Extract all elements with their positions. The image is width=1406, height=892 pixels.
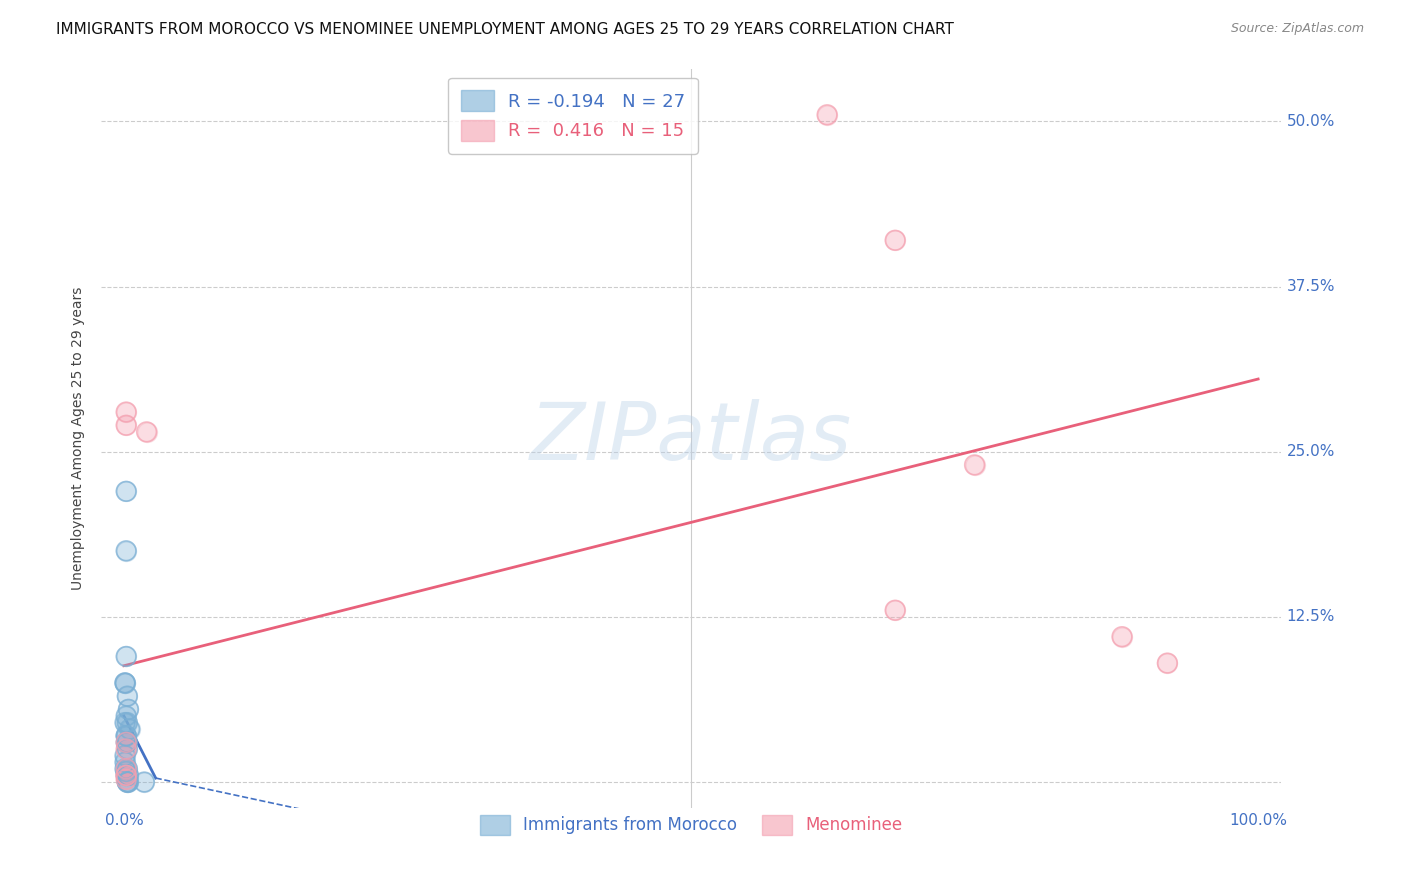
Point <box>117 702 139 716</box>
Point <box>815 108 838 122</box>
Point <box>117 768 139 782</box>
Point <box>115 768 138 782</box>
Point <box>115 709 138 723</box>
Point <box>884 233 907 247</box>
Text: Source: ZipAtlas.com: Source: ZipAtlas.com <box>1230 22 1364 36</box>
Point <box>115 768 138 782</box>
Point <box>134 775 156 789</box>
Point <box>115 729 138 743</box>
Point <box>115 729 138 743</box>
Point <box>114 676 136 690</box>
Point <box>115 729 138 743</box>
Point <box>115 742 138 756</box>
Point <box>884 603 907 617</box>
Text: 37.5%: 37.5% <box>1286 279 1336 294</box>
Point <box>115 543 138 558</box>
Point <box>115 649 138 664</box>
Point <box>115 742 138 756</box>
Point <box>117 742 139 756</box>
Point <box>115 405 138 419</box>
Point <box>117 775 139 789</box>
Point <box>114 715 136 730</box>
Point <box>115 484 138 499</box>
Point <box>115 768 138 782</box>
Point <box>115 735 138 749</box>
Point <box>1111 630 1133 644</box>
Text: ZIPatlas: ZIPatlas <box>530 400 852 477</box>
Point <box>117 762 139 776</box>
Point <box>963 458 986 472</box>
Point <box>117 702 139 716</box>
Point <box>115 762 138 776</box>
Point <box>117 715 139 730</box>
Point <box>884 233 907 247</box>
Point <box>115 735 138 749</box>
Point <box>884 603 907 617</box>
Point <box>1156 656 1178 670</box>
Point <box>117 775 139 789</box>
Point <box>117 762 139 776</box>
Point <box>117 775 139 789</box>
Point <box>115 405 138 419</box>
Point <box>117 689 139 703</box>
Point <box>114 762 136 776</box>
Point <box>115 484 138 499</box>
Point <box>115 418 138 433</box>
Point <box>117 742 139 756</box>
Point <box>115 649 138 664</box>
Text: 50.0%: 50.0% <box>1286 114 1336 128</box>
Text: IMMIGRANTS FROM MOROCCO VS MENOMINEE UNEMPLOYMENT AMONG AGES 25 TO 29 YEARS CORR: IMMIGRANTS FROM MOROCCO VS MENOMINEE UNE… <box>56 22 955 37</box>
Point <box>1156 656 1178 670</box>
Point <box>114 755 136 769</box>
Text: 25.0%: 25.0% <box>1286 444 1336 459</box>
Point <box>115 764 138 779</box>
Point <box>117 775 139 789</box>
Point <box>115 709 138 723</box>
Point <box>114 748 136 763</box>
Legend: Immigrants from Morocco, Menominee: Immigrants from Morocco, Menominee <box>470 805 912 845</box>
Text: 12.5%: 12.5% <box>1286 609 1336 624</box>
Point <box>117 775 139 789</box>
Point <box>117 715 139 730</box>
Point <box>115 764 138 779</box>
Point <box>115 772 138 787</box>
Point <box>115 735 138 749</box>
Point <box>114 755 136 769</box>
Point <box>134 775 156 789</box>
Point <box>114 676 136 690</box>
Point <box>114 748 136 763</box>
Y-axis label: Unemployment Among Ages 25 to 29 years: Unemployment Among Ages 25 to 29 years <box>72 287 86 591</box>
Point <box>117 689 139 703</box>
Point <box>135 425 157 439</box>
Point <box>114 676 136 690</box>
Point <box>114 715 136 730</box>
Point <box>115 543 138 558</box>
Point <box>117 735 139 749</box>
Point <box>117 775 139 789</box>
Point <box>815 108 838 122</box>
Point <box>963 458 986 472</box>
Point <box>118 722 141 736</box>
Point <box>118 722 141 736</box>
Point <box>117 768 139 782</box>
Point <box>115 729 138 743</box>
Point <box>115 735 138 749</box>
Point <box>115 768 138 782</box>
Point <box>115 768 138 782</box>
Point <box>135 425 157 439</box>
Point <box>115 768 138 782</box>
Point <box>114 762 136 776</box>
Point <box>115 418 138 433</box>
Point <box>115 772 138 787</box>
Point <box>1111 630 1133 644</box>
Point <box>114 676 136 690</box>
Point <box>117 735 139 749</box>
Point <box>115 762 138 776</box>
